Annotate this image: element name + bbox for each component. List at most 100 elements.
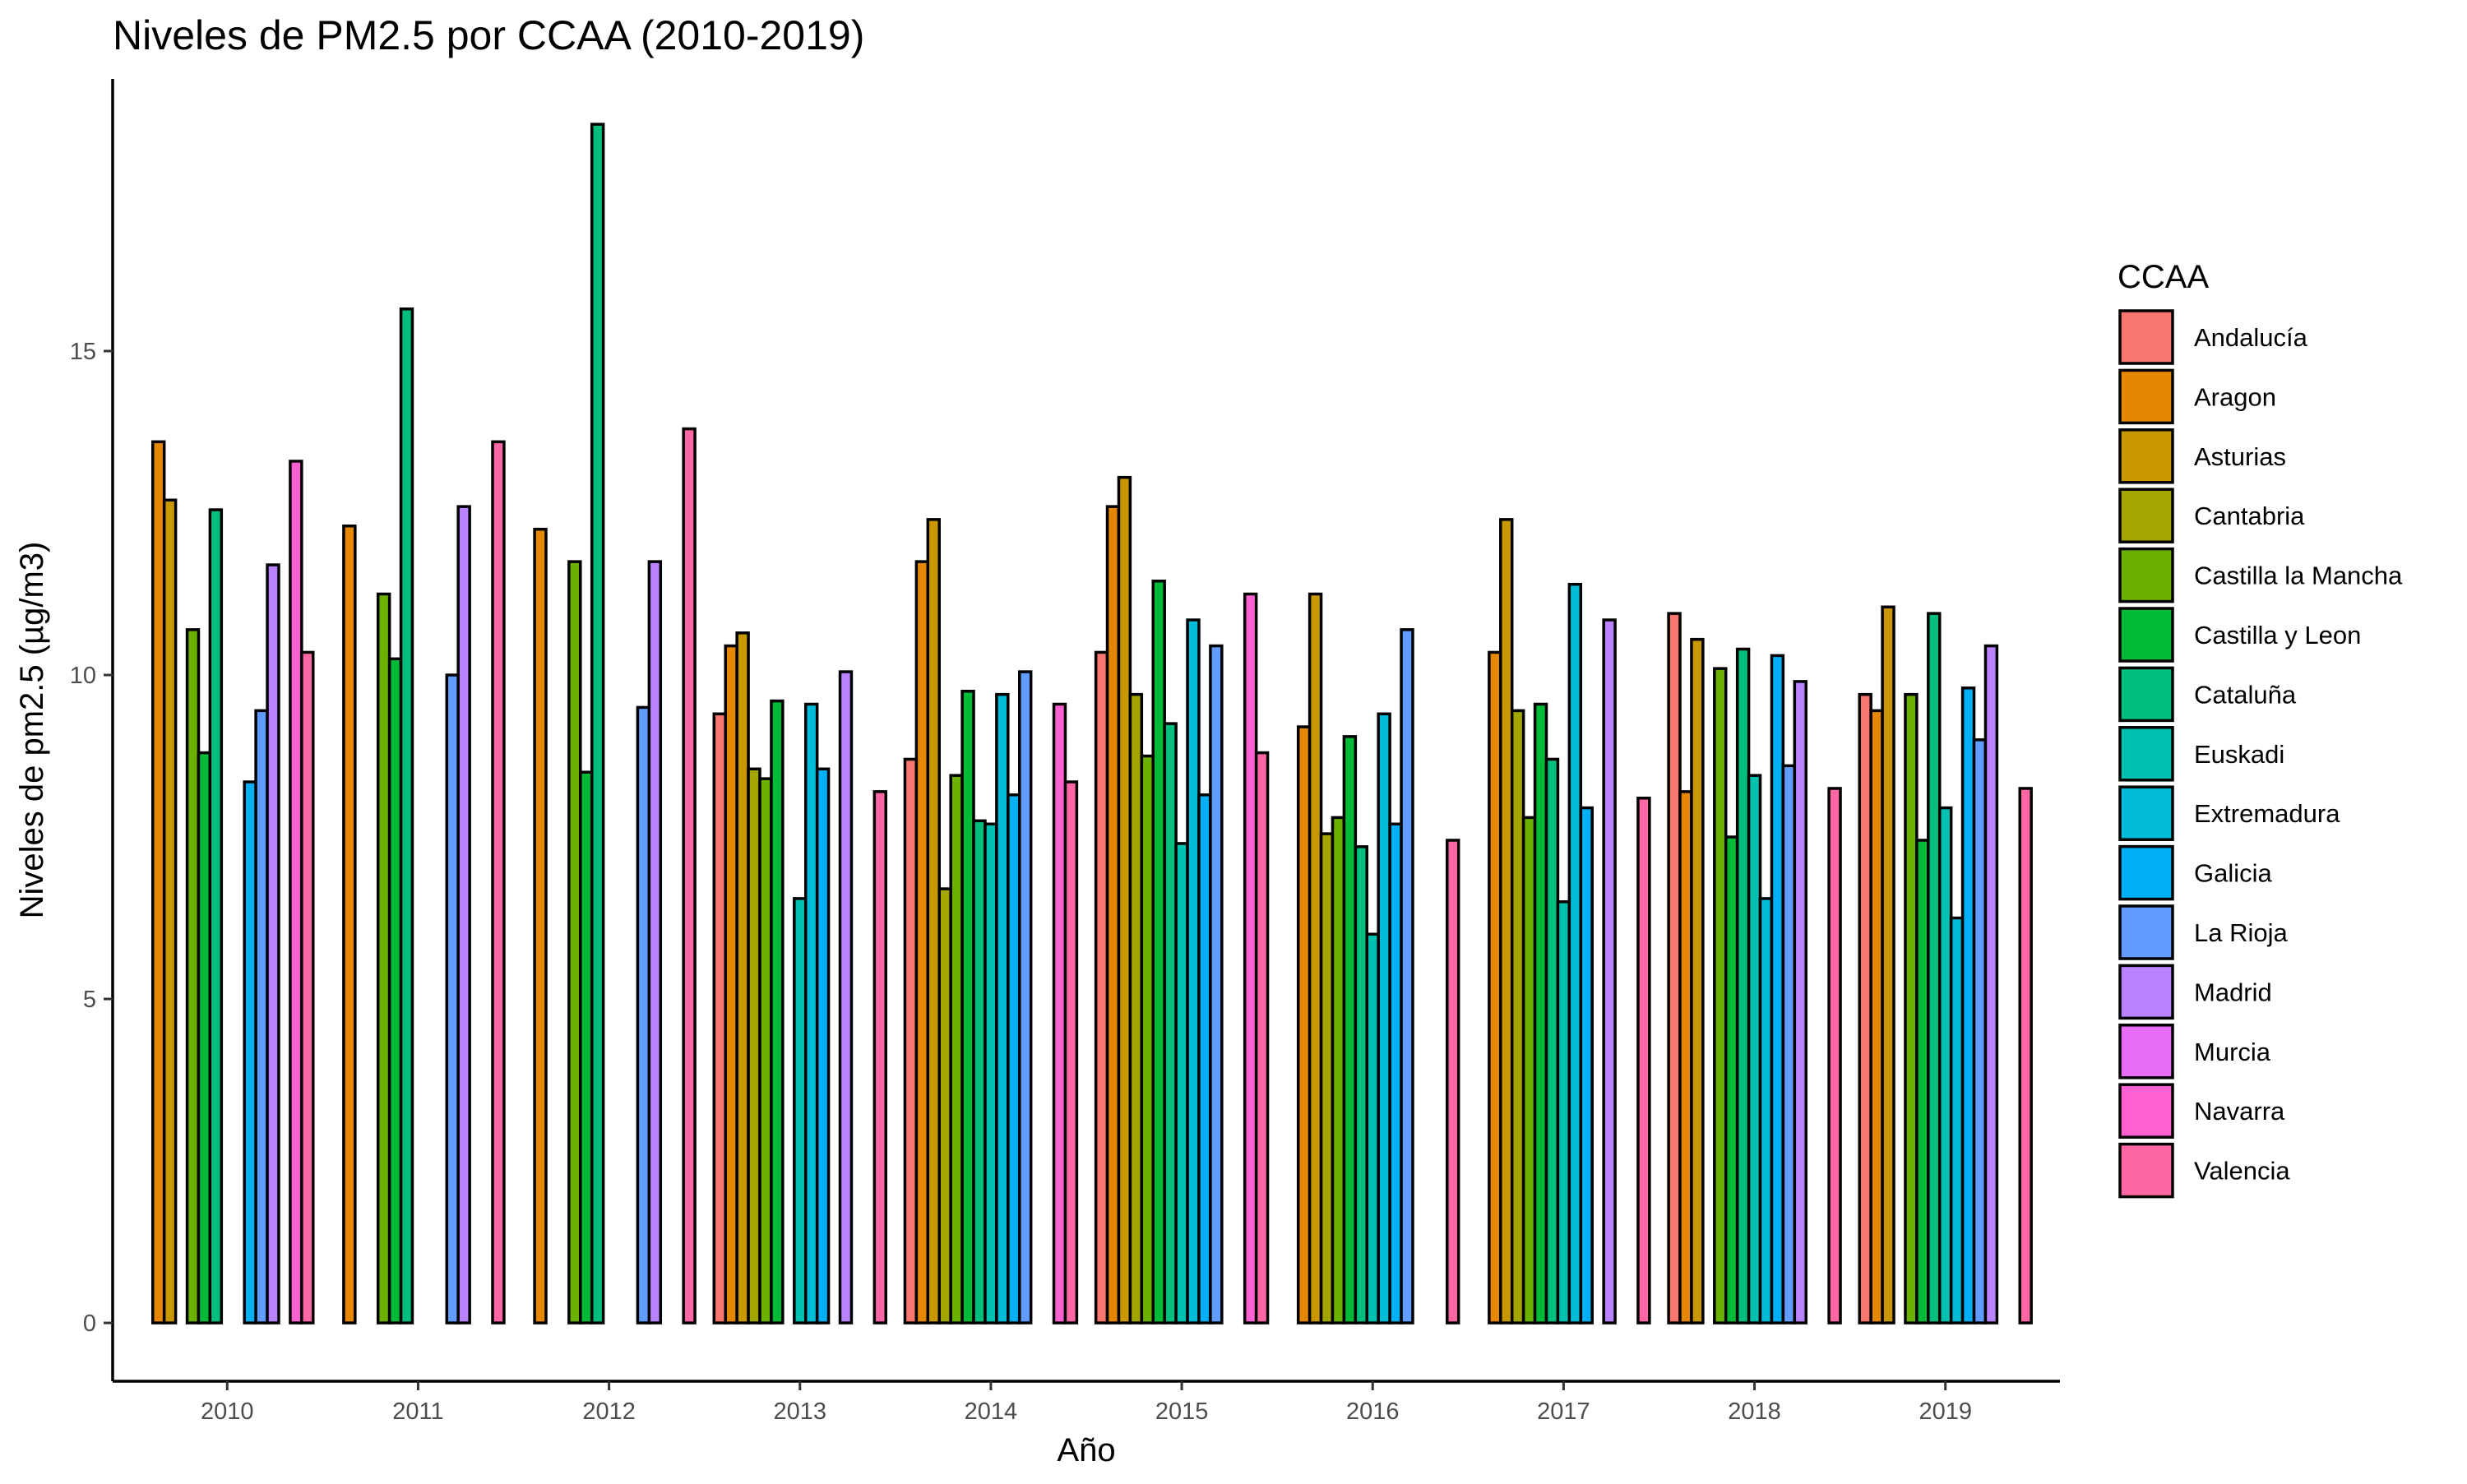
legend-label: Navarra <box>2194 1097 2285 1126</box>
legend-label: Aragon <box>2194 382 2276 411</box>
bar-asturias-2019 <box>1881 605 1895 1325</box>
bar-la-rioja-2012 <box>636 705 651 1325</box>
bar-cataluña-2019 <box>1927 612 1942 1325</box>
bar-cataluña-2011 <box>399 307 414 1325</box>
bar-castilla-la-mancha-2011 <box>376 592 391 1325</box>
bar-valencia-2013 <box>872 790 887 1325</box>
legend: CCAA Andalucía Aragon Asturias Cantabria Cas… <box>2118 259 2403 1199</box>
legend-key-extremadura <box>2118 785 2174 841</box>
legend-key-castilla-y-leon <box>2118 607 2174 663</box>
legend-label: Euskadi <box>2194 740 2284 769</box>
bar-valencia-2011 <box>491 440 506 1325</box>
bar-navarra-2014 <box>1052 702 1067 1325</box>
bar-valencia-2018 <box>1827 787 1842 1325</box>
legend-label: Andalucía <box>2194 323 2308 352</box>
legend-key-andalucía <box>2118 309 2174 365</box>
bar-la-rioja-2014 <box>1017 670 1033 1325</box>
legend-key-euskadi <box>2118 726 2174 782</box>
legend-label: Galicia <box>2194 859 2273 888</box>
bar-valencia-2012 <box>682 427 697 1325</box>
bar-valencia-2015 <box>1254 751 1270 1325</box>
x-tick-label: 2012 <box>582 1398 636 1425</box>
y-tick-label: 10 <box>70 663 96 689</box>
bar-andalucía-2018 <box>1667 612 1682 1325</box>
bar-la-rioja-2011 <box>445 673 460 1325</box>
bar-extremadura-2016 <box>1377 712 1391 1325</box>
bar-la-rioja-2016 <box>1400 628 1414 1325</box>
y-axis-title: Niveles de pm2.5 (µg/m3) <box>14 542 50 919</box>
bar-galicia-2010 <box>243 780 257 1325</box>
x-tick-label: 2010 <box>201 1398 254 1425</box>
bar-navarra-2015 <box>1243 592 1258 1325</box>
bar-castilla-la-mancha-2016 <box>1331 816 1346 1325</box>
bar-aragon-2018 <box>1678 790 1693 1325</box>
bar-castilla-la-mancha-2019 <box>1904 692 1919 1325</box>
x-tick-label: 2016 <box>1346 1398 1400 1425</box>
x-ticks-layer: 2010 2011 2012 2013 2014 2015 2016 2017 2018 2019 <box>201 1381 1972 1425</box>
bar-navarra-2010 <box>289 460 303 1325</box>
legend-label: Cataluña <box>2194 680 2297 709</box>
legend-label: Cantabria <box>2194 502 2305 530</box>
bar-euskadi-2019 <box>1937 806 1953 1325</box>
bar-extremadura-2015 <box>1186 618 1201 1325</box>
bar-cataluña-2017 <box>1544 757 1560 1325</box>
legend-key-asturias <box>2118 428 2174 484</box>
bar-cantabria-2016 <box>1319 832 1335 1325</box>
bar-asturias-2013 <box>735 631 750 1325</box>
bar-castilla-y-leon-2018 <box>1724 835 1739 1325</box>
bar-andalucía-2014 <box>903 757 919 1325</box>
legend-label: Castilla la Mancha <box>2194 562 2403 590</box>
bar-aragon-2010 <box>151 440 166 1325</box>
bar-aragon-2011 <box>342 525 357 1325</box>
bar-cantabria-2013 <box>747 767 761 1325</box>
bar-aragon-2019 <box>1869 709 1884 1325</box>
legend-key-murcia <box>2118 1024 2174 1079</box>
bar-la-rioja-2010 <box>254 709 269 1325</box>
bar-madrid-2013 <box>838 670 854 1325</box>
bar-aragon-2013 <box>724 644 738 1325</box>
bar-asturias-2015 <box>1117 475 1132 1325</box>
bar-andalucía-2019 <box>1858 692 1872 1325</box>
bar-castilla-y-leon-2012 <box>579 770 594 1325</box>
x-tick-label: 2014 <box>965 1398 1018 1425</box>
bar-extremadura-2014 <box>995 692 1010 1325</box>
legend-label: Murcia <box>2194 1038 2271 1066</box>
legend-key-madrid <box>2118 964 2174 1020</box>
bar-castilla-y-leon-2015 <box>1151 579 1166 1325</box>
legend-label: Castilla y Leon <box>2194 621 2361 650</box>
bar-euskadi-2016 <box>1365 932 1380 1325</box>
chart-title: Niveles de PM2.5 por CCAA (2010-2019) <box>113 12 864 58</box>
bar-cataluña-2010 <box>208 508 224 1325</box>
bar-castilla-la-mancha-2015 <box>1140 754 1155 1325</box>
bar-madrid-2017 <box>1602 618 1617 1325</box>
x-tick-label: 2011 <box>392 1398 443 1425</box>
legend-label: Extremadura <box>2194 799 2340 828</box>
legend-label: Madrid <box>2194 978 2272 1006</box>
bar-galicia-2013 <box>815 767 831 1325</box>
bar-madrid-2011 <box>456 505 471 1325</box>
bar-valencia-2014 <box>1063 780 1079 1325</box>
bar-cantabria-2014 <box>937 887 952 1325</box>
bar-asturias-2016 <box>1308 592 1323 1325</box>
legend-key-la-rioja <box>2118 904 2174 960</box>
bar-galicia-2019 <box>1960 687 1976 1325</box>
legend-key-cantabria <box>2118 488 2174 543</box>
bar-valencia-2017 <box>1636 796 1651 1325</box>
y-ticks-layer: 0 5 10 15 <box>70 339 113 1337</box>
y-tick-label: 0 <box>83 1311 96 1337</box>
bar-galicia-2015 <box>1197 793 1212 1325</box>
bar-castilla-y-leon-2016 <box>1342 735 1358 1325</box>
legend-title: CCAA <box>2118 259 2209 295</box>
legend-key-castilla-la-mancha <box>2118 547 2174 603</box>
x-axis-title: Año <box>1057 1432 1115 1468</box>
bar-castilla-la-mancha-2010 <box>185 628 201 1325</box>
bar-castilla-y-leon-2013 <box>770 699 785 1325</box>
bar-la-rioja-2015 <box>1209 644 1224 1325</box>
bar-castilla-la-mancha-2014 <box>949 774 964 1325</box>
bar-extremadura-2019 <box>1949 916 1965 1325</box>
bar-galicia-2014 <box>1007 793 1021 1325</box>
legend-label: Valencia <box>2194 1157 2290 1186</box>
bar-asturias-2018 <box>1690 637 1705 1325</box>
bar-la-rioja-2018 <box>1781 764 1797 1325</box>
legend-key-cataluña <box>2118 666 2174 723</box>
